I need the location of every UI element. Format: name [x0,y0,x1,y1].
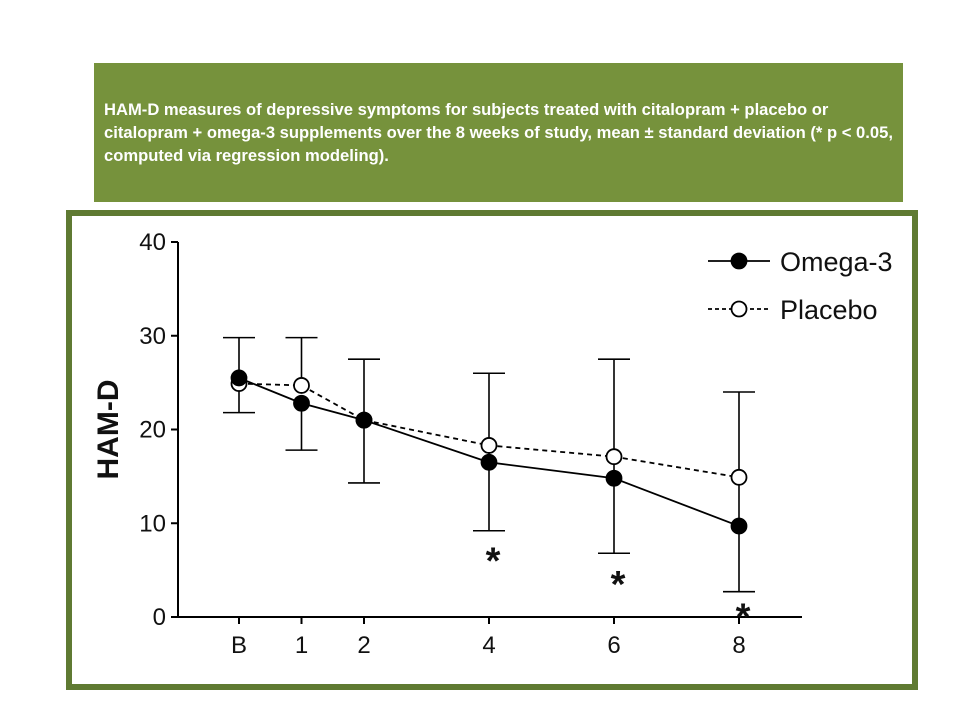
significance-marker: * [736,597,751,639]
legend-label-placebo: Placebo [780,295,878,325]
x-tick-label: 8 [732,632,745,659]
y-axis-label: HAM-D [92,380,125,480]
y-tick-label: 20 [139,417,166,444]
x-tick-label: 6 [607,632,620,659]
caption-text: HAM-D measures of depressive symptoms fo… [104,100,893,165]
data-point-placebo [730,468,748,486]
data-point-omega-3 [605,469,623,487]
significance-marker: * [486,540,501,582]
x-tick-label: 2 [357,632,370,659]
caption-box: HAM-D measures of depressive symptoms fo… [94,63,903,202]
x-tick-label: B [231,632,247,659]
legend-marker-omega-3 [730,252,748,270]
chart-frame: 0 10 20 30 40 B 1 2 4 6 8 HAM-D * * * Omega-3 Placebo [66,210,918,690]
series-line-omega-3 [238,377,740,527]
y-tick-label: 0 [153,604,166,631]
series-line-placebo [238,382,740,479]
y-tick-label: 40 [139,229,166,256]
data-point-placebo [293,377,310,394]
x-tick-label: 4 [482,632,495,659]
legend-label-omega-3: Omega-3 [780,247,893,277]
data-point-omega-3 [480,453,498,471]
data-point-omega-3 [293,394,310,412]
legend-marker-placebo [730,300,748,318]
data-point-omega-3 [355,411,373,429]
data-point-omega-3 [730,517,748,535]
data-point-placebo [605,448,623,466]
data-point-omega-3 [230,369,248,387]
significance-marker: * [611,564,626,606]
x-tick-label: 1 [295,632,308,659]
data-point-placebo [480,437,498,454]
y-tick-label: 30 [139,323,166,350]
ham-d-chart: 0 10 20 30 40 B 1 2 4 6 8 HAM-D * * * Omega-3 Placebo [92,229,893,659]
y-tick-label: 10 [139,510,166,537]
